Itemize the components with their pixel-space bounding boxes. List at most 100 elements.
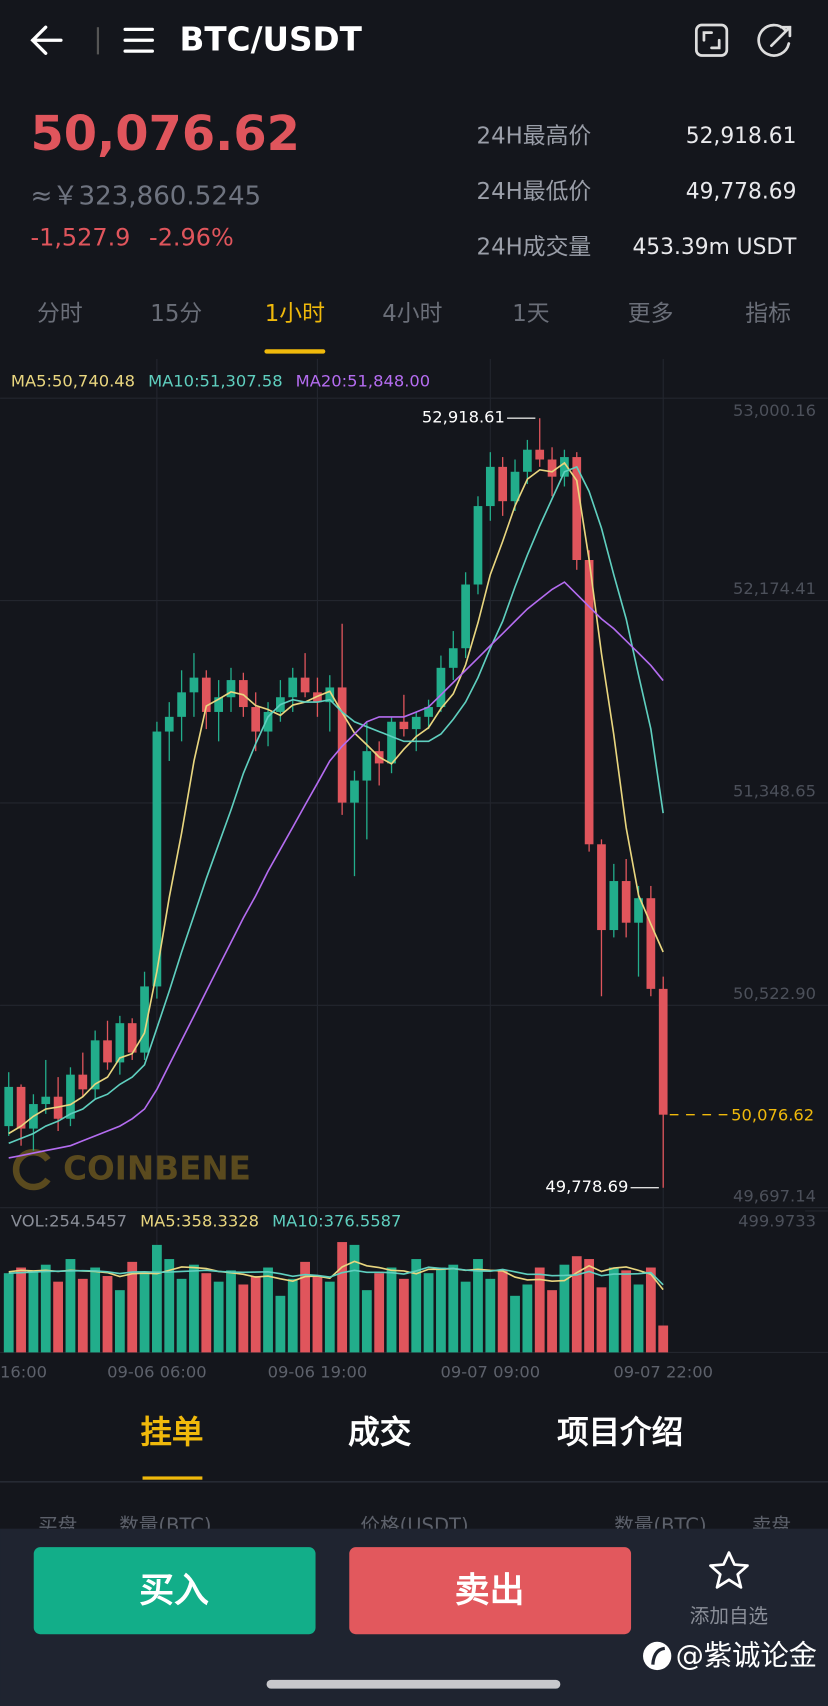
volume-ma-line (8, 1266, 664, 1286)
candle-body (621, 881, 631, 923)
volume-bar (3, 1273, 14, 1353)
star-icon[interactable] (709, 1551, 749, 1589)
volume-bar (189, 1264, 199, 1353)
candle-body (226, 680, 236, 698)
ma-line (8, 461, 664, 1135)
candle-body (189, 677, 199, 693)
back-button[interactable] (30, 25, 63, 55)
pair-title: BTC/USDT (180, 20, 363, 58)
candle-body (609, 881, 619, 931)
timeframe-tab[interactable]: 4小时 (382, 301, 442, 327)
volume-bar (485, 1278, 496, 1353)
candle-body (399, 721, 409, 730)
volume-bar (374, 1273, 385, 1353)
weibo-logo (643, 1641, 672, 1671)
section-tab-underline (142, 1476, 203, 1480)
candle-body (300, 677, 310, 693)
stat-value: 52,918.61 (686, 124, 797, 149)
volume-bar (584, 1259, 595, 1353)
volume-bar (238, 1284, 249, 1353)
volume-bar (448, 1264, 459, 1353)
candle-body (41, 1096, 51, 1105)
candle-body (634, 898, 643, 923)
timeframe-tab[interactable]: 1天 (512, 301, 550, 327)
buy-label[interactable]: 买入 (139, 1571, 209, 1611)
candle-body (646, 898, 656, 989)
sell-button[interactable] (349, 1547, 632, 1635)
candle-body (16, 1086, 26, 1129)
candle-body (411, 716, 421, 730)
volume-bar (300, 1261, 310, 1353)
timeframe-tab[interactable]: 15分 (150, 301, 202, 327)
volume-ma-legend: MA5:358.3328 (140, 1211, 259, 1230)
volume-bar (90, 1267, 101, 1353)
candle-body (473, 506, 483, 585)
candle-body (658, 988, 668, 1115)
candle-body (387, 721, 396, 764)
cny-price: ≈￥323,860.5245 (30, 181, 261, 211)
x-tick-label: 16:00 (0, 1363, 47, 1382)
stat-value: 453.39m USDT (632, 235, 797, 260)
menu-button[interactable] (123, 27, 154, 53)
timeframe-tab[interactable]: 1小时 (265, 301, 325, 327)
candle-body (288, 677, 298, 698)
section-tab[interactable]: 项目介绍 (557, 1415, 683, 1451)
ma-line (8, 465, 664, 1145)
volume-bar (386, 1267, 397, 1353)
volume-ma-line (8, 1260, 664, 1291)
x-tick-label: 09-06 06:00 (107, 1363, 207, 1382)
fullscreen-button[interactable] (694, 23, 729, 57)
change: -1,527.9 (30, 223, 130, 251)
sell-label[interactable]: 卖出 (455, 1571, 525, 1611)
volume-bar (571, 1256, 582, 1353)
volume-bar (510, 1295, 520, 1353)
watchlist-label[interactable]: 添加自选 (690, 1604, 768, 1627)
change-pct: -2.96% (149, 223, 234, 251)
candle-body (485, 466, 495, 507)
volume-bar (398, 1278, 409, 1353)
volume-bar (40, 1264, 51, 1353)
timeframe-tab[interactable]: 指标 (745, 301, 791, 327)
stat-label: 24H最低价 (477, 179, 592, 205)
share-button[interactable] (757, 23, 792, 57)
volume-bar (102, 1276, 113, 1353)
candle-body (572, 457, 582, 560)
timeframe-tab[interactable]: 分时 (37, 301, 83, 327)
volume-bar (633, 1284, 644, 1353)
volume-legend: VOL:254.5457 (11, 1211, 127, 1230)
candle-body (461, 584, 470, 649)
volume-bar (361, 1290, 372, 1353)
volume-bar (411, 1259, 422, 1353)
home-indicator (266, 1679, 561, 1689)
candle-body (362, 751, 372, 781)
volume-bar (213, 1281, 224, 1353)
volume-tick-label: 499.9733 (738, 1211, 816, 1230)
candle-body (313, 692, 322, 703)
timeframe-tab[interactable]: 更多 (628, 301, 674, 327)
volume-bar (337, 1242, 348, 1353)
ma-line (8, 581, 664, 1159)
candle-body (436, 667, 446, 708)
volume-bar (65, 1259, 76, 1353)
candle-body (337, 687, 347, 803)
x-tick-label: 09-06 19:00 (268, 1363, 368, 1382)
buy-button[interactable] (33, 1547, 316, 1635)
candle-body (152, 731, 162, 987)
candle-body (535, 449, 545, 460)
candle-body (201, 677, 211, 712)
candle-body (523, 449, 532, 472)
ma-legend: MA10:51,307.58 (148, 371, 283, 390)
y-tick-label: 52,174.41 (733, 579, 816, 598)
section-tab[interactable]: 挂单 (140, 1415, 203, 1451)
candle-body (498, 466, 508, 502)
section-tab[interactable]: 成交 (348, 1414, 412, 1451)
candle-body (263, 711, 273, 732)
volume-bar (164, 1259, 175, 1353)
volume-bar (621, 1270, 632, 1353)
candle-body (66, 1074, 75, 1119)
ma-legend: MA5:50,740.48 (11, 371, 135, 390)
candle-body (177, 692, 186, 717)
volume-bar (287, 1278, 298, 1353)
